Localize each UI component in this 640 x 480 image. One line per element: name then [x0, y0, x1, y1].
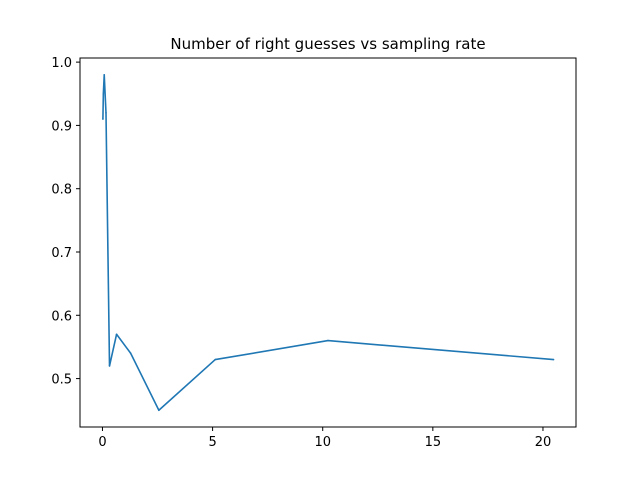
axes-frame	[79, 57, 577, 428]
y-tick-label: 0.9	[51, 119, 72, 134]
data-point	[214, 358, 217, 361]
data-point	[552, 358, 555, 361]
data-point	[108, 365, 111, 367]
x-tick-label: 15	[425, 435, 442, 450]
y-tick-label: 0.7	[51, 246, 72, 261]
x-tick-label: 20	[535, 435, 552, 450]
plot-area	[102, 73, 555, 412]
data-point	[327, 339, 329, 342]
series-line	[102, 73, 554, 412]
data-point	[102, 118, 104, 120]
axis-ticks: 0 5 10 15 20 0.5 0.6 0.7 0.8 0.9 1.0	[51, 56, 551, 450]
x-tick-label: 10	[314, 435, 331, 450]
data-point	[102, 92, 105, 95]
data-point	[105, 111, 107, 114]
x-tick-label: 0	[98, 435, 106, 450]
data-point	[115, 333, 118, 336]
chart-title: Number of right guesses vs sampling rate	[170, 35, 485, 53]
data-point	[129, 352, 132, 355]
data-point	[158, 409, 160, 412]
data-point	[103, 73, 106, 76]
y-tick-label: 0.5	[51, 373, 72, 388]
y-tick-label: 0.6	[51, 309, 72, 324]
y-tick-label: 1.0	[51, 56, 72, 71]
x-tick-label: 5	[208, 435, 216, 450]
y-tick-label: 0.8	[51, 183, 72, 198]
